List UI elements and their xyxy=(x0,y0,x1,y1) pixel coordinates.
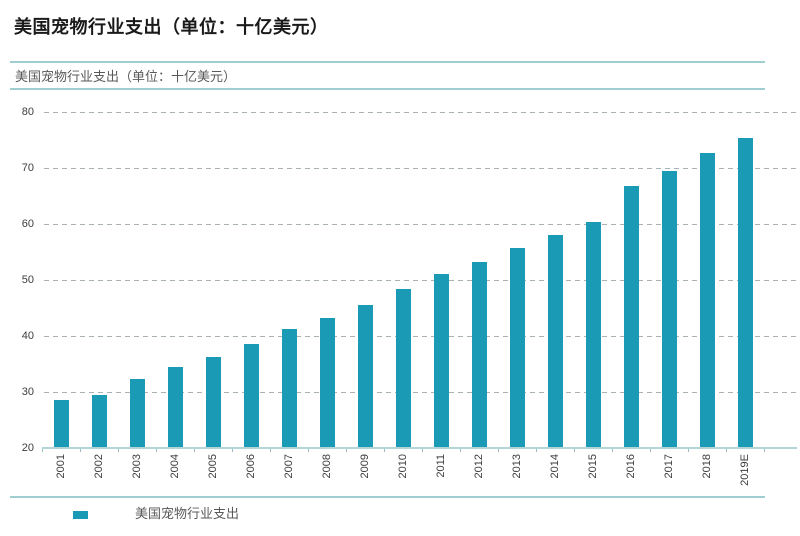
x-axis-tick xyxy=(308,448,309,452)
bar-2012 xyxy=(471,261,487,448)
x-axis-tick xyxy=(574,448,575,452)
page-title: 美国宠物行业支出（单位：十亿美元） xyxy=(14,17,329,37)
y-tick-label-60: 60 xyxy=(21,218,34,230)
x-axis-tick xyxy=(764,448,765,452)
x-axis-tick xyxy=(612,448,613,452)
gridline-y-40 xyxy=(44,336,797,337)
bar-2003 xyxy=(129,378,145,448)
x-tick-label-2009: 2009 xyxy=(359,454,371,479)
x-tick-label-2008: 2008 xyxy=(321,454,333,479)
x-tick-label-2017: 2017 xyxy=(663,454,675,479)
x-tick-label-2019E: 2019E xyxy=(739,454,751,486)
gridline-y-70 xyxy=(44,168,797,169)
bar-2008 xyxy=(319,318,335,448)
bar-2016 xyxy=(623,185,639,448)
header-rule-bottom xyxy=(10,88,765,90)
legend-marker-swatch xyxy=(73,511,88,519)
x-axis-tick xyxy=(42,448,43,452)
y-tick-label-70: 70 xyxy=(21,162,34,174)
bar-2019E xyxy=(737,137,753,448)
gridline-y-60 xyxy=(44,224,797,225)
x-tick-label-2016: 2016 xyxy=(625,454,637,479)
bar-2010 xyxy=(395,288,411,448)
y-tick-label-20: 20 xyxy=(21,442,34,454)
x-axis-line xyxy=(42,447,797,449)
x-axis-tick xyxy=(688,448,689,452)
x-axis-tick xyxy=(118,448,119,452)
header-rule-top xyxy=(10,61,765,63)
x-axis-tick xyxy=(156,448,157,452)
y-tick-label-30: 30 xyxy=(21,386,34,398)
x-tick-label-2002: 2002 xyxy=(93,454,105,479)
x-tick-label-2005: 2005 xyxy=(207,454,219,479)
legend-label: 美国宠物行业支出 xyxy=(135,506,240,521)
x-tick-label-2003: 2003 xyxy=(131,454,143,479)
bar-2013 xyxy=(509,248,525,448)
bar-2005 xyxy=(205,356,221,448)
x-axis-tick xyxy=(80,448,81,452)
x-tick-label-2013: 2013 xyxy=(511,454,523,479)
x-tick-label-2014: 2014 xyxy=(549,454,561,479)
bar-2004 xyxy=(167,367,183,448)
bar-2006 xyxy=(243,344,259,448)
x-axis-tick xyxy=(422,448,423,452)
legend-separator-rule xyxy=(10,496,765,498)
x-axis-tick xyxy=(232,448,233,452)
x-axis-tick xyxy=(650,448,651,452)
x-tick-label-2007: 2007 xyxy=(283,454,295,479)
x-tick-label-2015: 2015 xyxy=(587,454,599,479)
x-axis-tick xyxy=(536,448,537,452)
x-axis-tick xyxy=(726,448,727,452)
bar-2017 xyxy=(661,170,677,448)
x-tick-label-2001: 2001 xyxy=(55,454,67,479)
chart-subtitle: 美国宠物行业支出（单位：十亿美元） xyxy=(15,69,237,84)
x-axis-tick xyxy=(194,448,195,452)
x-tick-label-2018: 2018 xyxy=(701,454,713,479)
x-axis-tick xyxy=(270,448,271,452)
x-axis-tick xyxy=(346,448,347,452)
x-axis-tick xyxy=(460,448,461,452)
y-tick-label-40: 40 xyxy=(21,330,34,342)
x-tick-label-2006: 2006 xyxy=(245,454,257,479)
y-tick-label-80: 80 xyxy=(21,106,34,118)
gridline-y-80 xyxy=(44,112,797,113)
gridline-y-50 xyxy=(44,280,797,281)
x-tick-label-2011: 2011 xyxy=(435,454,447,478)
y-tick-label-50: 50 xyxy=(21,274,34,286)
x-tick-label-2004: 2004 xyxy=(169,454,181,479)
x-axis-tick xyxy=(384,448,385,452)
bar-2011 xyxy=(433,274,449,448)
x-tick-label-2010: 2010 xyxy=(397,454,409,479)
bar-2001 xyxy=(53,400,69,448)
bar-2015 xyxy=(585,222,601,448)
bar-2002 xyxy=(91,394,107,448)
bar-2007 xyxy=(281,329,297,448)
x-tick-label-2012: 2012 xyxy=(473,454,485,479)
bar-2014 xyxy=(547,235,563,448)
bar-2009 xyxy=(357,305,373,448)
gridline-y-30 xyxy=(44,392,797,393)
bar-2018 xyxy=(699,153,715,448)
x-axis-tick xyxy=(498,448,499,452)
